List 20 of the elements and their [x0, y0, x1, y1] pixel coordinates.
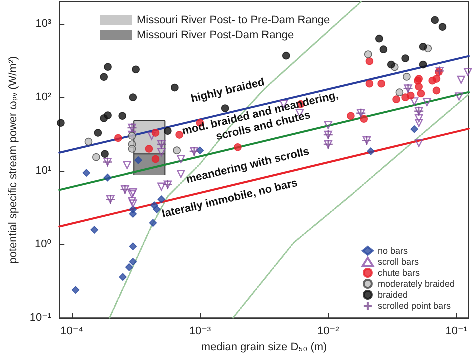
legend-label: Missouri River Post-Dam Range	[137, 30, 294, 42]
legend-label: braided	[378, 290, 408, 300]
y-tick-label: 10²	[36, 92, 52, 104]
annotation: highly braided	[190, 76, 266, 106]
y-axis-title: potential specific stream power ωₚᵥ (W/m²)	[8, 56, 20, 264]
legend-label: moderately braided	[378, 279, 455, 289]
legend-label: scroll bars	[378, 257, 420, 267]
x-tick-label: 10⁻¹	[446, 326, 468, 338]
legend-label: chute bars	[378, 268, 420, 278]
y-tick-label: 10⁻¹	[30, 312, 52, 324]
legend-label: no bars	[378, 246, 408, 256]
y-tick-label: 10³	[36, 18, 52, 30]
y-tick-label: 10⁰	[34, 238, 52, 251]
x-axis-title: median grain size D₅₀ (m)	[201, 342, 328, 354]
legend-label: Missouri River Post- to Pre-Dam Range	[137, 14, 330, 26]
x-tick-label: 10⁻²	[318, 326, 340, 338]
x-tick-label: 10⁻³	[189, 326, 212, 338]
x-tick-label: 10⁻⁴	[60, 326, 84, 338]
y-tick-label: 10¹	[36, 165, 52, 178]
legend-label: scrolled point bars	[378, 301, 452, 311]
